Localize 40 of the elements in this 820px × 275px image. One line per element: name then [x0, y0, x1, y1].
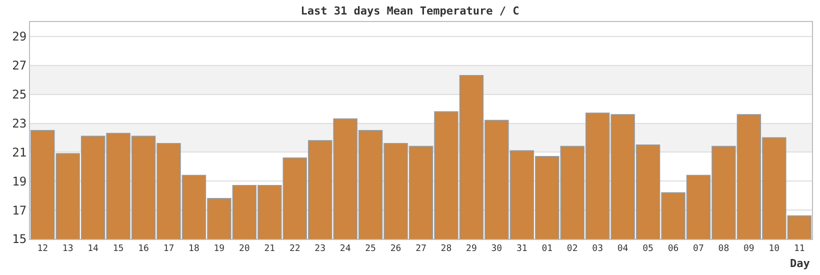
- chart-title: Last 31 days Mean Temperature / C: [300, 4, 520, 18]
- x-tick-label: 09: [744, 244, 754, 254]
- x-tick-label: 19: [214, 244, 225, 254]
- x-tick-label: 31: [516, 244, 528, 254]
- x-tick-label: 27: [416, 244, 426, 254]
- x-tick-label: 20: [239, 244, 250, 254]
- y-tick-label: 27: [12, 58, 27, 73]
- x-tick-label: 08: [718, 244, 730, 254]
- y-tick-label: 23: [12, 116, 27, 130]
- y-tick-label: 17: [12, 203, 27, 218]
- x-tick-label: 16: [138, 244, 149, 254]
- x-tick-label: 13: [62, 244, 74, 254]
- y-tick-label: 21: [12, 145, 27, 160]
- y-tick-label: 19: [12, 174, 27, 188]
- x-tick-label: 10: [768, 244, 780, 254]
- x-tick-label: 29: [466, 244, 477, 254]
- x-tick-label: 11: [794, 244, 805, 254]
- y-tick-label: 25: [12, 88, 27, 102]
- x-tick-label: 03: [592, 244, 603, 254]
- x-tick-label: 06: [668, 244, 679, 254]
- x-tick-label: 05: [642, 244, 654, 254]
- x-tick-label: 18: [188, 244, 200, 254]
- x-tick-label: 24: [340, 244, 351, 254]
- x-tick-label: 02: [566, 244, 578, 254]
- x-axis-title: Day: [790, 257, 810, 270]
- x-tick-label: 01: [542, 244, 553, 254]
- x-tick-label: 23: [314, 244, 326, 254]
- x-tick-label: 30: [491, 244, 502, 254]
- x-tick-label: 26: [390, 244, 402, 254]
- x-tick-label: 14: [88, 244, 98, 254]
- x-tick-label: 28: [440, 244, 452, 254]
- y-tick-label: 29: [12, 30, 27, 44]
- x-tick-label: 25: [365, 244, 376, 254]
- x-tick-label: 15: [112, 244, 124, 254]
- x-tick-label: 07: [693, 244, 704, 254]
- x-tick-label: 17: [163, 244, 174, 254]
- x-tick-label: 21: [264, 244, 276, 254]
- x-tick-label: 22: [289, 244, 300, 254]
- x-tick-label: 04: [617, 244, 628, 254]
- x-tick-label: 12: [37, 244, 48, 254]
